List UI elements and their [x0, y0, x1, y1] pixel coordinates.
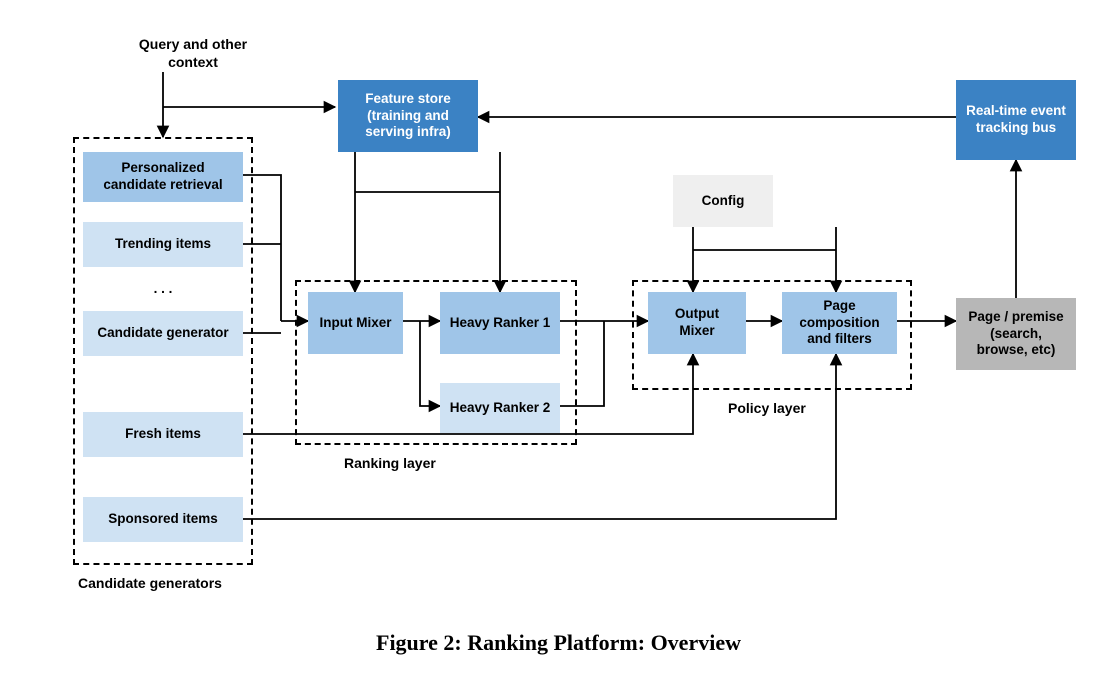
node-heavy1: Heavy Ranker 1 — [440, 292, 560, 354]
node-fresh: Fresh items — [83, 412, 243, 457]
node-sponsored: Sponsored items — [83, 497, 243, 542]
node-heavy2: Heavy Ranker 2 — [440, 383, 560, 433]
node-config: Config — [673, 175, 773, 227]
node-feature_store: Feature store (training and serving infr… — [338, 80, 478, 152]
group-label-candidate_generators: Candidate generators — [78, 575, 222, 591]
node-realtime_bus: Real-time event tracking bus — [956, 80, 1076, 160]
group-label-ranking_layer: Ranking layer — [344, 455, 436, 471]
node-ellipsis: . . . — [83, 279, 243, 299]
diagram-canvas: Candidate generators Ranking layer Policy … — [0, 0, 1117, 682]
node-candidate_gen: Candidate generator — [83, 311, 243, 356]
node-output_mixer: Output Mixer — [648, 292, 746, 354]
node-page_comp: Page composition and filters — [782, 292, 897, 354]
label-query_ctx: Query and other context — [133, 36, 253, 71]
figure-caption: Figure 2: Ranking Platform: Overview — [0, 630, 1117, 656]
node-page_premise: Page / premise (search, browse, etc) — [956, 298, 1076, 370]
group-label-policy_layer: Policy layer — [728, 400, 806, 416]
node-personalized: Personalized candidate retrieval — [83, 152, 243, 202]
node-trending: Trending items — [83, 222, 243, 267]
node-input_mixer: Input Mixer — [308, 292, 403, 354]
